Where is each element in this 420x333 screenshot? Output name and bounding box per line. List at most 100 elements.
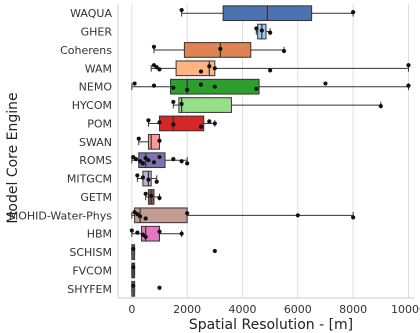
data-point-3-5 <box>212 66 217 71</box>
data-point-10-1 <box>149 193 154 198</box>
data-point-4-2 <box>171 85 176 90</box>
data-point-0-0 <box>179 7 184 13</box>
x-axis-title: Spatial Resolution - [m] <box>189 317 353 333</box>
data-point-11-6 <box>351 215 356 220</box>
data-point-14-0 <box>131 265 136 270</box>
data-point-5-0 <box>171 99 176 105</box>
data-point-6-1 <box>157 120 162 125</box>
y-tick-label-7: SWAN <box>79 136 112 149</box>
data-point-6-5 <box>212 121 217 126</box>
data-point-6-3 <box>198 124 204 129</box>
data-point-11-5 <box>295 213 300 218</box>
y-tick-label-13: SCHISM <box>69 246 112 259</box>
data-point-13-0 <box>131 246 136 252</box>
x-tick-label-5: 10000 <box>391 303 420 316</box>
y-tick-label-0: WAQUA <box>70 7 112 20</box>
data-point-4-4 <box>198 82 204 87</box>
data-point-6-2 <box>171 122 176 127</box>
data-point-11-4 <box>185 211 190 216</box>
data-point-4-5 <box>212 84 217 89</box>
data-point-5-2 <box>378 104 383 109</box>
data-point-11-3 <box>143 216 148 221</box>
data-point-15-1 <box>157 285 162 290</box>
y-tick-label-15: SHYFEM <box>67 283 112 296</box>
y-tick-label-4: NEMO <box>79 81 113 94</box>
box-5 <box>178 97 232 113</box>
box-6 <box>158 115 205 132</box>
x-tick-label-1: 2000 <box>173 303 201 316</box>
y-tick-label-9: MITGCM <box>67 173 112 186</box>
data-point-6-0 <box>146 118 151 123</box>
data-point-9-3 <box>154 179 159 184</box>
y-tick-label-2: Coherens <box>60 44 112 57</box>
box-group-0 <box>181 5 354 22</box>
data-point-4-8 <box>406 83 411 88</box>
data-point-9-2 <box>146 177 151 182</box>
data-point-8-3 <box>140 161 145 166</box>
data-point-7-0 <box>136 136 141 141</box>
y-tick-label-3: WAM <box>85 62 112 75</box>
x-tick-label-0: 0 <box>128 303 135 316</box>
box-group-3 <box>150 60 409 77</box>
data-point-1-2 <box>268 30 273 35</box>
data-point-8-9 <box>179 159 184 164</box>
data-point-3-6 <box>268 68 273 73</box>
data-point-3-7 <box>406 63 411 68</box>
box-group-7 <box>138 133 160 150</box>
box-group-2 <box>153 42 285 58</box>
y-tick-label-1: GHER <box>81 26 113 39</box>
data-point-12-5 <box>179 231 184 236</box>
box-layer <box>131 5 409 297</box>
data-point-0-1 <box>351 10 356 15</box>
data-point-3-4 <box>207 64 212 69</box>
y-axis-title: Model Core Engine <box>5 92 21 223</box>
y-tick-label-14: FVCOM <box>72 264 112 277</box>
data-point-12-0 <box>129 228 134 233</box>
data-point-4-0 <box>132 81 137 86</box>
data-point-1-1 <box>259 28 264 33</box>
data-point-4-3 <box>185 87 190 92</box>
data-point-5-1 <box>179 101 184 107</box>
y-tick-label-8: ROMS <box>79 154 112 167</box>
data-point-2-2 <box>281 48 287 54</box>
x-tick-label-2: 4000 <box>228 303 256 316</box>
data-point-12-1 <box>135 230 140 235</box>
box-group-11 <box>131 207 354 224</box>
data-point-8-5 <box>146 158 151 163</box>
data-point-12-4 <box>157 229 162 234</box>
data-point-1-0 <box>254 26 259 31</box>
data-point-2-1 <box>218 46 223 51</box>
grid-layer <box>117 4 414 299</box>
box-group-12 <box>131 225 183 242</box>
data-point-3-3 <box>198 69 204 74</box>
data-point-9-0 <box>135 173 140 178</box>
data-point-8-8 <box>171 157 176 162</box>
y-tick-label-5: HYCOM <box>72 99 112 112</box>
x-tick-label-4: 8000 <box>339 303 367 316</box>
y-tick-label-11: MOHID-Water-Phys <box>9 209 113 222</box>
box-11 <box>134 207 188 224</box>
y-tick-label-12: HBM <box>87 228 112 241</box>
data-point-8-1 <box>133 157 139 162</box>
data-point-4-7 <box>323 81 328 86</box>
data-point-10-2 <box>157 195 162 201</box>
data-point-7-1 <box>157 138 162 143</box>
x-tick-label-3: 6000 <box>284 303 312 316</box>
data-point-8-10 <box>185 161 190 166</box>
box-group-5 <box>172 97 382 113</box>
data-point-6-4 <box>207 119 212 124</box>
data-point-15-0 <box>131 283 136 288</box>
data-point-9-1 <box>140 175 145 180</box>
point-layer <box>129 7 411 290</box>
data-point-3-2 <box>157 67 162 72</box>
data-point-11-2 <box>138 214 143 219</box>
data-point-12-3 <box>143 234 148 239</box>
data-point-8-6 <box>151 160 157 165</box>
y-tick-label-10: GETM <box>80 191 112 204</box>
box-2 <box>183 42 252 58</box>
data-point-8-7 <box>157 154 162 160</box>
data-point-2-0 <box>151 44 157 49</box>
tick-layer: 0 2000 4000 6000 8000 10000 WAQUA GHER Coherens W… <box>9 7 420 316</box>
